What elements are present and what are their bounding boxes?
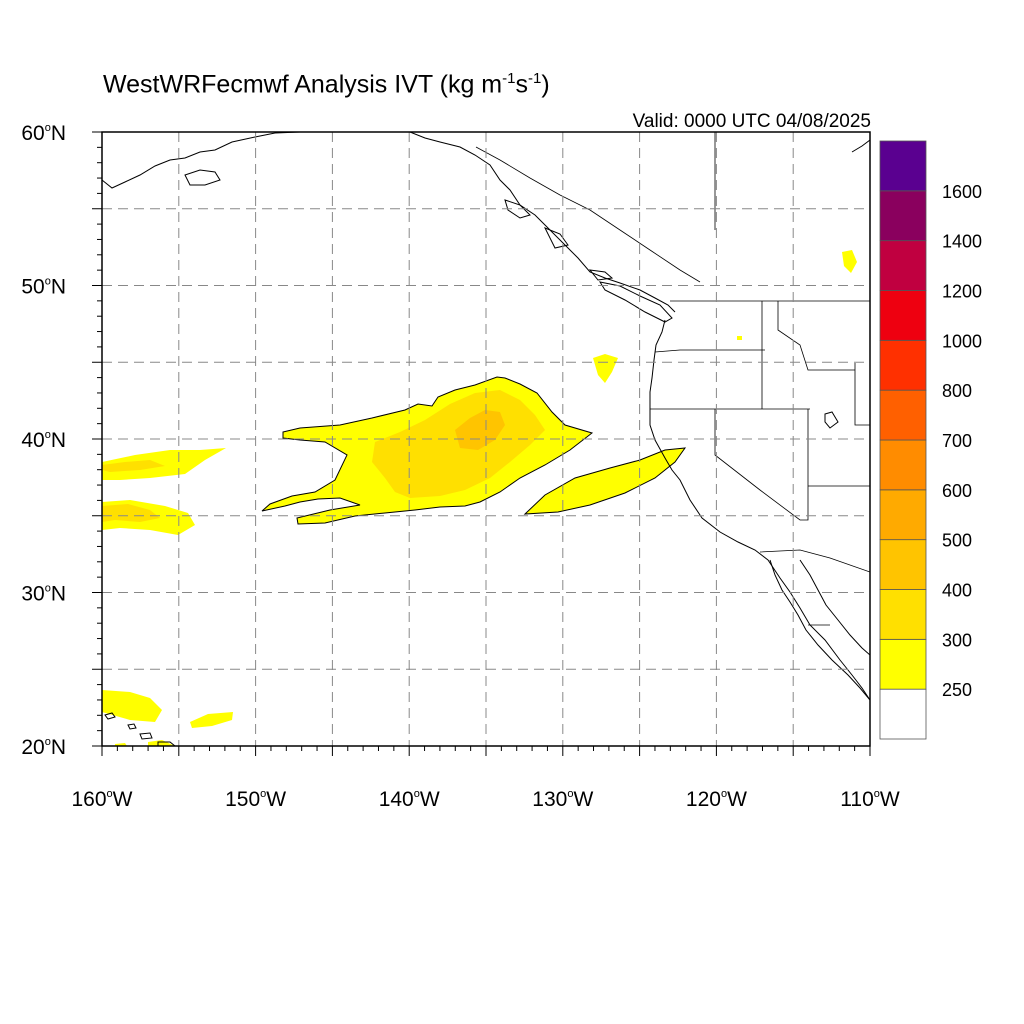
degree-mark: o [721,788,727,800]
vancouver-island [598,281,673,323]
colorbar-swatch [879,589,927,640]
lat-tick-label: 50oN [21,276,66,299]
hemisphere-label: N [51,122,66,145]
lon-tick-label: 140oW [379,788,440,811]
ivt-patch-hawaii-east [190,712,233,728]
colorbar-swatch [879,389,927,441]
colorbar-label: 400 [942,581,972,601]
degree-mark: o [45,736,51,748]
degree-mark: o [874,788,880,800]
baja-coastline [769,559,870,701]
hemisphere-label: W [266,788,286,811]
hawaii-islands [104,712,176,746]
colorbar-swatch [879,638,927,690]
ivt-plume-main-core [455,410,505,450]
nevada-border [714,409,809,521]
map-title: WestWRFecmwf Analysis IVT (kg m-1s-1) [103,70,550,99]
lat-tick-label: 30oN [21,583,66,606]
ivt-plume-main-inner [372,390,545,498]
us-mexico-border [759,549,870,573]
degree-mark: o [45,583,51,595]
ivt-patch-montana [842,250,857,273]
title-exponent-2: -1 [527,70,542,87]
colorbar-swatch [879,190,927,242]
ivt-patch-west-1-inner [102,460,165,472]
colorbar-swatch [879,539,927,590]
alaska-coastline [102,132,676,313]
utah-border [808,363,870,487]
colorbar-swatch [879,439,927,491]
hemisphere-label: W [420,788,440,811]
ivt-plume-coastal [523,447,687,515]
valid-time: Valid: 0000 UTC 04/08/2025 [632,111,871,132]
lon-tick-label: 110oW [840,788,900,811]
colorbar-label: 500 [942,531,972,551]
us-west-coastline [649,319,870,701]
ivt-patch-hawaii-south [148,740,175,746]
title-text: WestWRFecmwf Analysis IVT (kg m [103,70,503,99]
hemisphere-label: N [51,736,66,759]
colorbar-label: 250 [942,680,972,700]
colorbar-swatch [879,140,927,192]
ivt-patch-west-1 [102,448,226,480]
title-exponent-1: -1 [502,70,516,87]
colorbar-label: 1400 [942,232,982,252]
degree-mark: o [45,122,51,134]
coastline-layer [102,132,870,746]
colorbar-label: 1200 [942,282,982,302]
colorbar-label: 700 [942,431,972,451]
ivt-patch-oregon-offshore [593,354,618,383]
title-unit-s: s [515,70,528,99]
colorbar-label: 800 [942,381,972,401]
ivt-shading-layer [102,250,857,746]
lat-tick-label: 40oN [21,429,66,452]
degree-mark: o [45,276,51,288]
hemisphere-label: W [880,788,900,811]
colorbar-swatch [879,489,927,541]
hemisphere-label: N [51,276,66,299]
colorbar-label: 300 [942,630,972,650]
colorbar-label: 1600 [942,182,982,202]
degree-mark: o [260,788,266,800]
colorbar-swatch [879,688,927,740]
political-boundaries-layer [475,132,870,626]
hudson-coast [851,139,870,153]
wa-or-border [654,349,765,353]
alaska-canada-border [475,132,716,283]
lat-tick-label: 20oN [21,736,66,759]
idaho-border [761,301,855,409]
hemisphere-label: N [51,583,66,606]
alaska-islands [184,169,614,281]
lat-tick-label: 60oN [21,122,66,145]
colorbar-swatch [879,240,927,291]
great-salt-lake [824,411,839,429]
hemisphere-label: W [727,788,747,811]
ivt-patch-idaho [737,336,742,340]
degree-mark: o [567,788,573,800]
colorbar-swatch [879,339,927,391]
colorbar-label: 1000 [942,331,982,351]
lon-tick-label: 150oW [225,788,286,811]
degree-mark: o [45,429,51,441]
hemisphere-label: W [573,788,593,811]
ivt-patch-hawaii [102,690,162,722]
colorbar-swatch [879,290,927,341]
hemisphere-label: W [113,788,133,811]
lat-axis: 20oN 30oN 40oN 50oN 60oN [21,122,66,759]
title-close-paren: ) [541,70,550,99]
ivt-patch-west-2-inner [102,504,160,522]
lon-tick-label: 160oW [72,788,133,811]
lon-tick-label: 130oW [532,788,593,811]
colorbar: 250 300 400 500 600 700 800 1000 1200 1400 1600 [879,140,982,740]
lon-tick-label: 120oW [686,788,747,811]
gridlines-layer [102,132,870,746]
hemisphere-label: N [51,429,66,452]
minor-ticks-layer [92,131,871,756]
degree-mark: o [107,788,113,800]
lon-axis: 160oW 150oW 140oW 130oW 120oW 110oW [72,788,900,811]
colorbar-label: 600 [942,481,972,501]
degree-mark: o [414,788,420,800]
